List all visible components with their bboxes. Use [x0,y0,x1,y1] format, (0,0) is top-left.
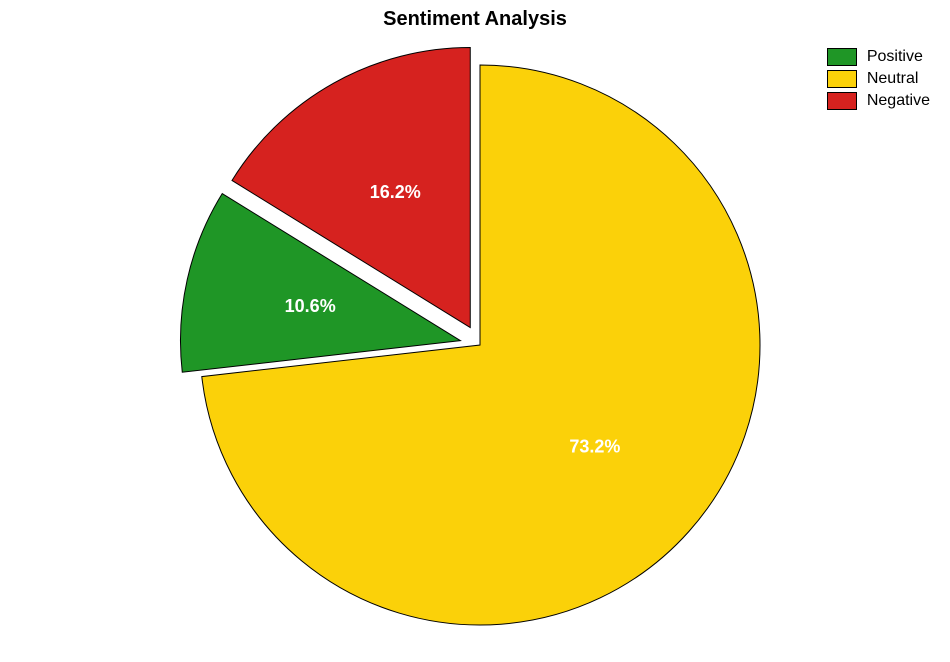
legend-item-positive: Positive [827,48,930,66]
legend-label-neutral: Neutral [867,70,919,88]
sentiment-pie-chart: Sentiment Analysis 73.2%10.6%16.2% Posit… [0,0,950,662]
pie-label-neutral: 73.2% [569,436,620,456]
legend-swatch-negative [827,92,857,110]
pie-svg: 73.2% 10.6% 16.2% [0,0,950,662]
pie-label-positive: 10.6% [285,296,336,316]
legend-label-positive: Positive [867,48,923,66]
legend-swatch-neutral [827,70,857,88]
legend-swatch-positive [827,48,857,66]
legend-label-negative: Negative [867,92,930,110]
legend-item-neutral: Neutral [827,70,930,88]
legend-item-negative: Negative [827,92,930,110]
pie-label-negative: 16.2% [370,182,421,202]
legend: Positive Neutral Negative [827,48,930,114]
